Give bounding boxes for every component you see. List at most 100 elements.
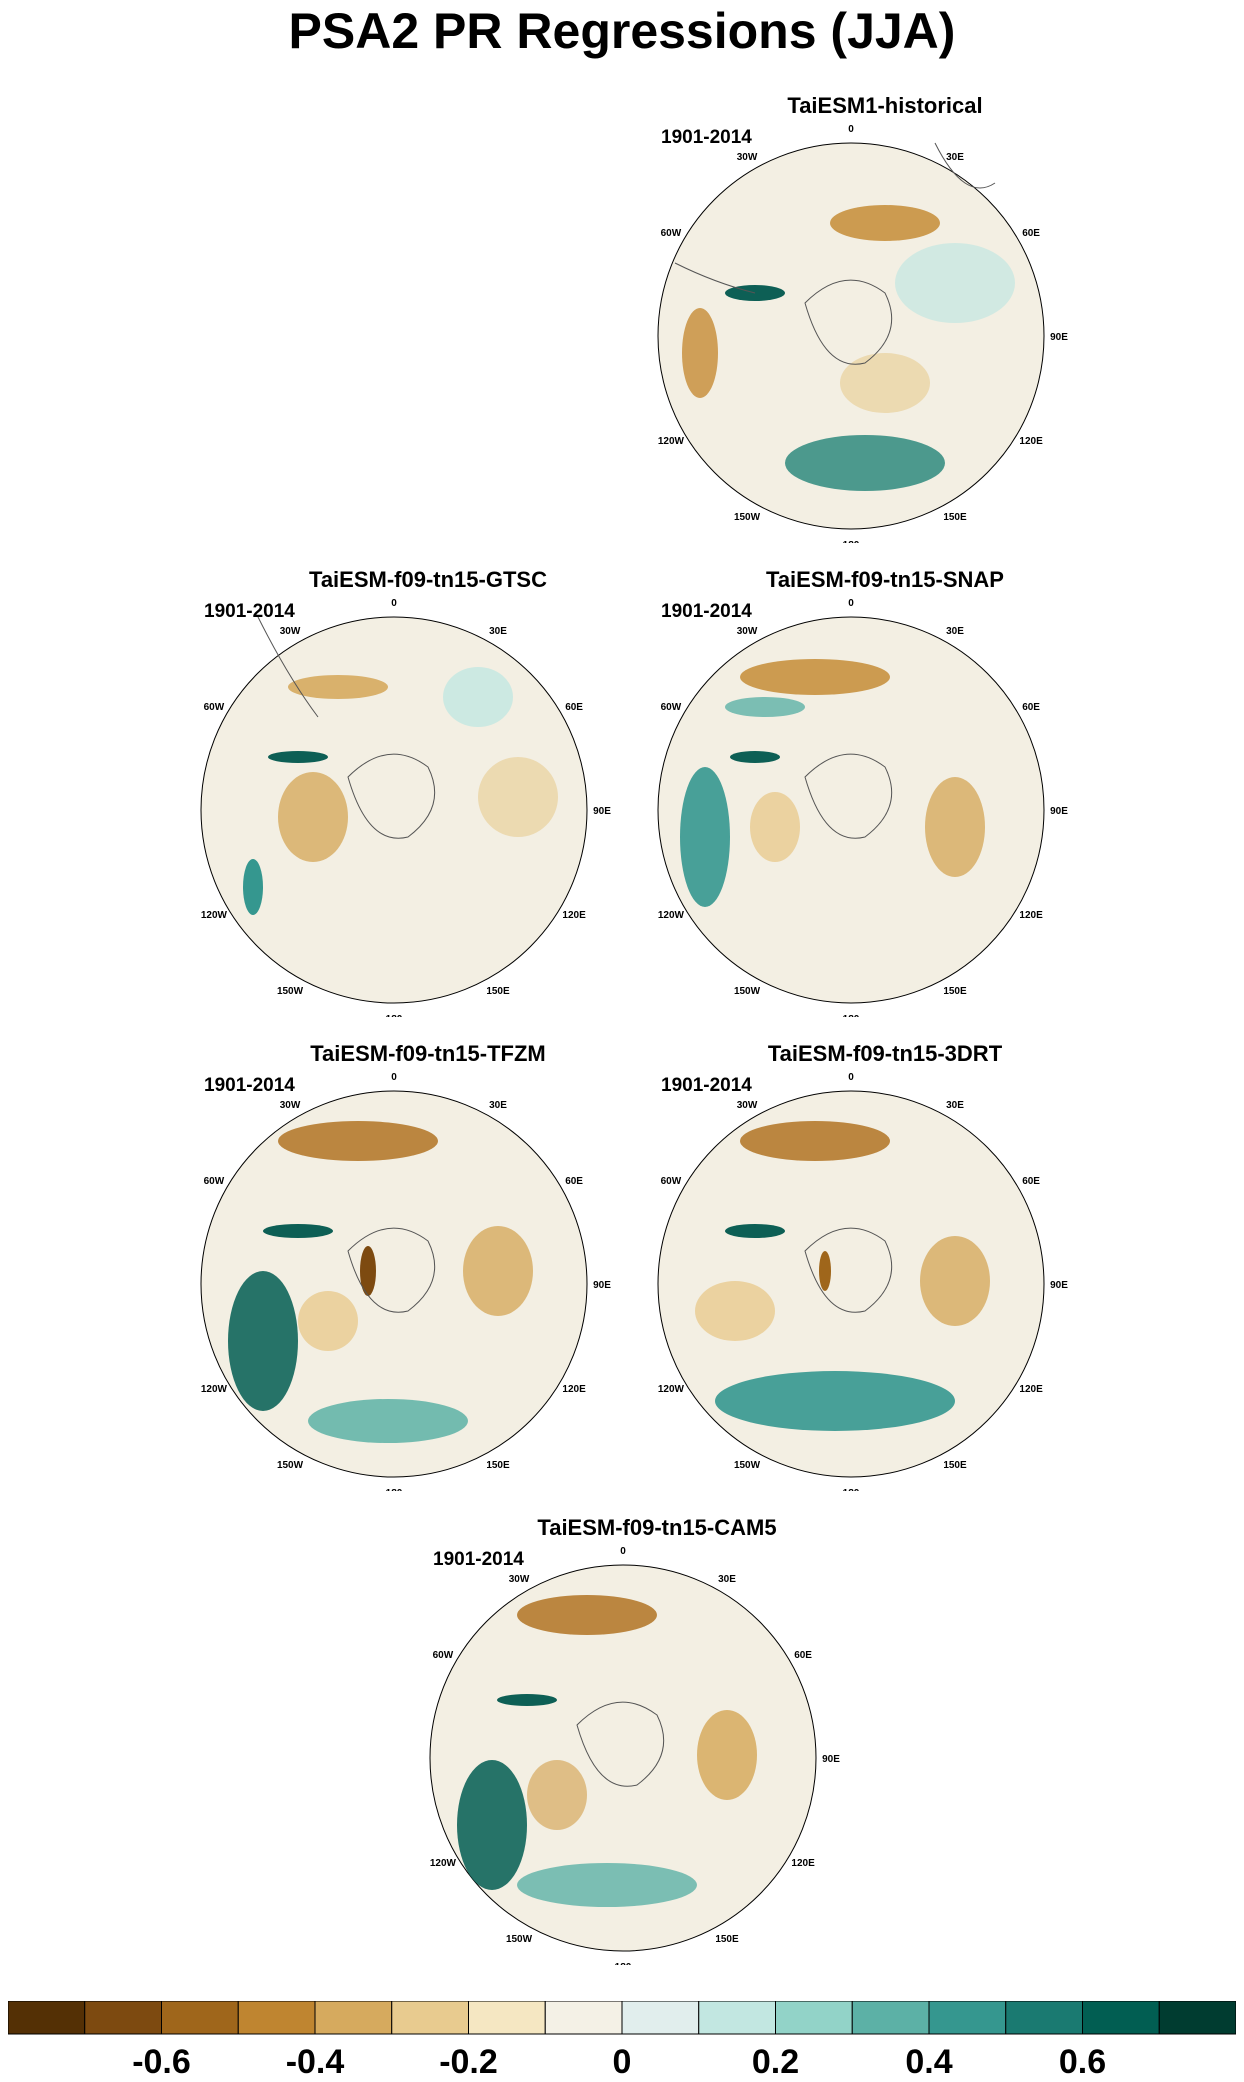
lon-label: 30E bbox=[946, 1100, 964, 1111]
polar-map: 030E60E90E120E150E180150W120W90W60W30W bbox=[657, 1072, 1068, 1491]
lon-label: 150E bbox=[486, 986, 510, 997]
lon-labels: 030E60E90E120E150E180150W120W90W60W30W bbox=[430, 1546, 840, 1965]
colorbar-box bbox=[851, 2001, 930, 2035]
page-title: PSA2 PR Regressions (JJA) bbox=[288, 3, 956, 59]
panel-title: TaiESM-f09-tn15-GTSC bbox=[309, 567, 547, 592]
lon-label: 60E bbox=[565, 702, 583, 713]
lon-label: 150E bbox=[486, 1460, 510, 1471]
colorbar-label: -0.4 bbox=[286, 2043, 345, 2079]
map-panel-tfzm: TaiESM-f09-tn15-TFZM 1901-2014 0 30E 60E 90… bbox=[198, 1041, 658, 1491]
lon-label: 120E bbox=[562, 1384, 586, 1395]
polar-map: 030E60E90E120E150E180150W120W90W60W30W bbox=[200, 1072, 611, 1491]
lon-label: 150E bbox=[943, 986, 967, 997]
map-disc bbox=[657, 1090, 1045, 1478]
lon-label: 150W bbox=[734, 512, 761, 523]
colorbar-box bbox=[84, 2001, 162, 2035]
polar-map: 030E60E90E120E150E180150W120W90W60W30W bbox=[429, 1546, 840, 1965]
lon-label: 30E bbox=[489, 626, 507, 637]
lon-label: 0 bbox=[848, 124, 854, 135]
lon-label: 150E bbox=[943, 512, 967, 523]
lon-label: 60W bbox=[433, 1650, 454, 1661]
colorbar-box bbox=[237, 2001, 316, 2035]
panel-period: 1901-2014 bbox=[661, 601, 752, 622]
panel-title: TaiESM-f09-tn15-TFZM bbox=[310, 1041, 546, 1066]
lon-label: 30E bbox=[718, 1574, 736, 1585]
polar-map: 030E60E90E120E150E180150W120W90W60W30W bbox=[657, 598, 1068, 1017]
colorbar-label: 0.4 bbox=[905, 2043, 952, 2079]
lon-label: 120W bbox=[658, 910, 685, 921]
lon-labels: 030E60E90E120E150E180150W120W90W60W30W bbox=[658, 1072, 1068, 1491]
colorbar-box bbox=[314, 2001, 393, 2035]
lon-label: 60E bbox=[1022, 1176, 1040, 1187]
lon-label: 60W bbox=[661, 702, 682, 713]
lon-labels: 030E60E90E120E150E180150W120W90W60W30W bbox=[658, 124, 1068, 543]
colorbar-box bbox=[928, 2001, 1007, 2035]
lon-label: 30W bbox=[737, 1100, 758, 1111]
map-disc bbox=[657, 142, 1045, 530]
lon-label: 180 bbox=[843, 1014, 860, 1017]
lon-labels: 030E60E90E120E150E180150W120W90W60W30W bbox=[658, 598, 1068, 1017]
panel-period: 1901-2014 bbox=[661, 127, 752, 148]
lon-label: 60E bbox=[794, 1650, 812, 1661]
panel-title: TaiESM-f09-tn15-SNAP bbox=[766, 567, 1004, 592]
lon-label: 180 bbox=[615, 1962, 632, 1965]
panel-period: 1901-2014 bbox=[661, 1075, 752, 1096]
colorbar-box bbox=[621, 2001, 700, 2035]
colorbar-box bbox=[8, 2001, 86, 2035]
lon-label: 90E bbox=[822, 1754, 840, 1765]
lon-label: 60E bbox=[1022, 702, 1040, 713]
lon-label: 180 bbox=[843, 1488, 860, 1491]
panel-title: TaiESM1-historical bbox=[787, 93, 983, 118]
panel-title: TaiESM-f09-tn15-3DRT bbox=[767, 1041, 1003, 1066]
colorbar-box bbox=[544, 2001, 623, 2035]
map-disc bbox=[200, 1090, 588, 1478]
lon-label: 120E bbox=[562, 910, 586, 921]
lon-labels: 030E60E90E120E150E180150W120W90W60W30W bbox=[201, 1072, 611, 1491]
polar-map: 030E60E90E120E150E180150W120W90W60W30W bbox=[200, 598, 611, 1017]
lon-label: 60W bbox=[204, 1176, 225, 1187]
lon-label: 60W bbox=[661, 1176, 682, 1187]
lon-label: 150W bbox=[506, 1934, 533, 1945]
map-panel-historical: TaiESM1-historical 1901-2014 0 30E 60E 90E 1… bbox=[655, 93, 1115, 543]
lon-label: 120E bbox=[791, 1858, 815, 1869]
panel-period: 1901-2014 bbox=[204, 1075, 295, 1096]
lon-label: 150W bbox=[734, 986, 761, 997]
colorbar-label: 0.6 bbox=[1059, 2043, 1106, 2079]
colorbar: -0.6 -0.4 -0.2 0 0.2 0.4 0.6 bbox=[8, 2001, 1236, 2079]
map-disc bbox=[429, 1564, 817, 1952]
lon-label: 30E bbox=[489, 1100, 507, 1111]
lon-label: 120W bbox=[658, 436, 685, 447]
lon-label: 60W bbox=[661, 228, 682, 239]
map-panel-3drt: TaiESM-f09-tn15-3DRT 1901-2014 0 30E 60E 90… bbox=[655, 1041, 1115, 1491]
lon-label: 30W bbox=[280, 1100, 301, 1111]
lon-label: 120W bbox=[201, 910, 228, 921]
lon-label: 150W bbox=[277, 986, 304, 997]
colorbar-label: -0.6 bbox=[132, 2043, 191, 2079]
lon-label: 120E bbox=[1019, 436, 1043, 447]
polar-map: 030E60E90E120E150E180150W120W90W60W30W bbox=[657, 124, 1068, 543]
lon-label: 90E bbox=[1050, 332, 1068, 343]
map-panel-cam5: TaiESM-f09-tn15-CAM5 1901-2014 0 30E 60E 90… bbox=[427, 1515, 887, 1965]
panel-title: TaiESM-f09-tn15-CAM5 bbox=[537, 1515, 777, 1540]
lon-label: 150E bbox=[943, 1460, 967, 1471]
colorbar-box bbox=[775, 2001, 853, 2035]
lon-label: 0 bbox=[391, 598, 397, 609]
lon-label: 60W bbox=[204, 702, 225, 713]
lon-label: 90E bbox=[593, 1280, 611, 1291]
panel-period: 1901-2014 bbox=[204, 601, 295, 622]
colorbar-label: 0 bbox=[613, 2043, 632, 2079]
lon-label: 120W bbox=[658, 1384, 685, 1395]
lon-label: 60E bbox=[565, 1176, 583, 1187]
lon-label: 120E bbox=[1019, 1384, 1043, 1395]
colorbar-label: 0.2 bbox=[752, 2043, 799, 2079]
lon-label: 150W bbox=[277, 1460, 304, 1471]
panel-period: 1901-2014 bbox=[433, 1549, 524, 1570]
colorbar-box bbox=[161, 2001, 239, 2035]
colorbar-box bbox=[1082, 2001, 1160, 2035]
lon-label: 30E bbox=[946, 152, 964, 163]
lon-label: 180 bbox=[843, 540, 860, 543]
colorbar-box bbox=[1158, 2001, 1236, 2035]
colorbar-box bbox=[391, 2001, 469, 2035]
lon-label: 90E bbox=[1050, 806, 1068, 817]
map-disc bbox=[200, 616, 588, 1004]
